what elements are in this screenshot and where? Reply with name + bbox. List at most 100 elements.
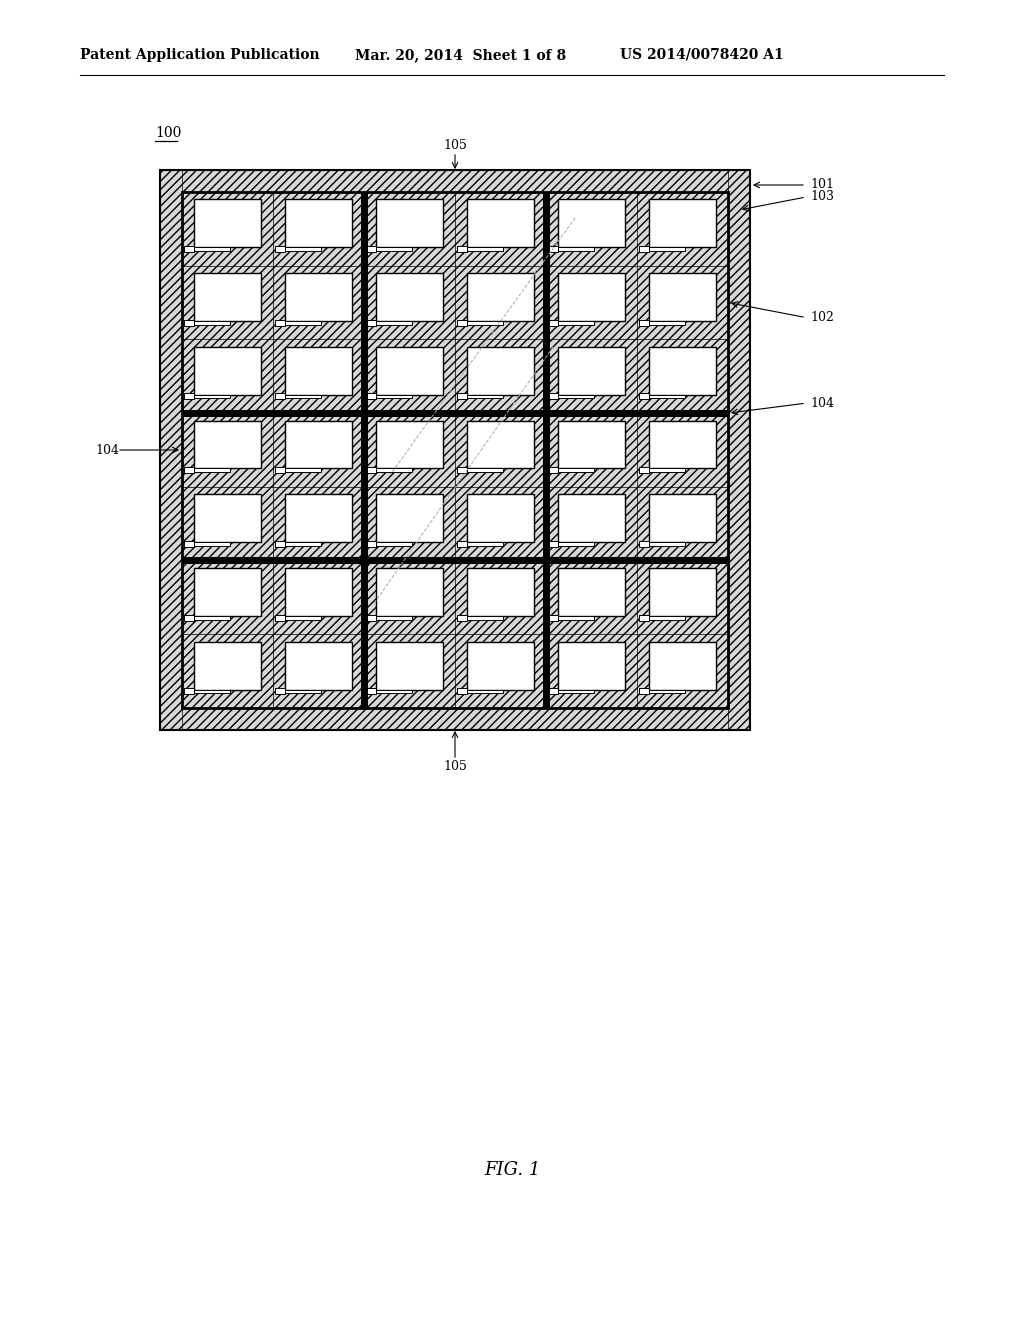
Bar bbox=[376, 616, 413, 619]
Bar bbox=[194, 689, 230, 693]
Bar bbox=[194, 494, 261, 543]
Bar bbox=[183, 541, 194, 546]
Bar bbox=[649, 689, 685, 693]
Bar bbox=[558, 469, 594, 473]
Bar bbox=[274, 246, 285, 252]
Bar bbox=[376, 247, 413, 251]
Bar bbox=[285, 273, 352, 321]
Bar bbox=[285, 568, 352, 616]
Bar bbox=[376, 469, 413, 473]
Bar bbox=[558, 642, 626, 689]
Bar bbox=[194, 347, 261, 395]
Bar bbox=[194, 616, 230, 619]
Bar bbox=[558, 321, 594, 325]
Bar bbox=[376, 321, 413, 325]
Text: 105: 105 bbox=[443, 760, 467, 774]
Bar bbox=[376, 421, 443, 469]
Bar bbox=[285, 347, 352, 395]
Bar bbox=[183, 319, 194, 326]
Bar bbox=[548, 467, 558, 473]
Bar bbox=[160, 708, 750, 730]
Bar bbox=[639, 319, 649, 326]
Bar bbox=[467, 395, 503, 399]
Bar bbox=[194, 395, 230, 399]
Bar bbox=[183, 688, 194, 694]
Bar bbox=[467, 421, 535, 469]
Bar bbox=[285, 616, 322, 619]
Bar bbox=[457, 246, 467, 252]
Bar bbox=[558, 543, 594, 545]
Bar bbox=[376, 568, 443, 616]
Bar bbox=[274, 467, 285, 473]
Bar bbox=[649, 199, 716, 247]
Bar bbox=[285, 543, 322, 545]
Bar bbox=[376, 494, 443, 543]
Bar bbox=[274, 688, 285, 694]
Bar bbox=[467, 642, 535, 689]
Bar bbox=[194, 199, 261, 247]
Bar bbox=[548, 541, 558, 546]
Text: 100: 100 bbox=[155, 125, 181, 140]
Bar bbox=[558, 421, 626, 469]
Bar bbox=[467, 347, 535, 395]
Bar bbox=[649, 395, 685, 399]
Bar bbox=[649, 642, 716, 689]
Bar bbox=[366, 246, 376, 252]
Bar bbox=[376, 273, 443, 321]
Bar bbox=[558, 568, 626, 616]
Bar bbox=[548, 393, 558, 400]
Bar bbox=[182, 409, 728, 417]
Bar bbox=[160, 170, 182, 730]
Bar bbox=[376, 347, 443, 395]
Bar bbox=[548, 319, 558, 326]
Bar bbox=[649, 616, 685, 619]
Bar bbox=[366, 467, 376, 473]
Bar bbox=[457, 615, 467, 620]
Bar bbox=[548, 615, 558, 620]
Bar bbox=[649, 273, 716, 321]
Bar bbox=[639, 467, 649, 473]
Bar bbox=[558, 347, 626, 395]
Bar bbox=[457, 467, 467, 473]
Bar bbox=[366, 319, 376, 326]
Bar bbox=[194, 421, 261, 469]
Bar bbox=[467, 469, 503, 473]
Bar bbox=[543, 191, 550, 708]
Bar bbox=[285, 642, 352, 689]
Bar bbox=[183, 246, 194, 252]
Bar bbox=[467, 321, 503, 325]
Bar bbox=[558, 689, 594, 693]
Bar bbox=[548, 688, 558, 694]
Bar bbox=[182, 191, 728, 708]
Bar bbox=[194, 247, 230, 251]
Bar bbox=[183, 393, 194, 400]
Text: Mar. 20, 2014  Sheet 1 of 8: Mar. 20, 2014 Sheet 1 of 8 bbox=[355, 48, 566, 62]
Text: FIG. 1: FIG. 1 bbox=[483, 1162, 541, 1179]
Bar bbox=[467, 568, 535, 616]
Bar bbox=[285, 247, 322, 251]
Bar bbox=[285, 494, 352, 543]
Bar bbox=[194, 321, 230, 325]
Bar bbox=[194, 568, 261, 616]
Bar bbox=[160, 170, 750, 191]
Bar bbox=[274, 319, 285, 326]
Bar bbox=[649, 421, 716, 469]
Text: 105: 105 bbox=[443, 139, 467, 152]
Bar bbox=[467, 616, 503, 619]
Text: 102: 102 bbox=[810, 312, 834, 325]
Bar bbox=[639, 688, 649, 694]
Bar bbox=[467, 273, 535, 321]
Bar bbox=[558, 616, 594, 619]
Bar bbox=[639, 393, 649, 400]
Bar bbox=[274, 615, 285, 620]
Bar bbox=[457, 319, 467, 326]
Bar bbox=[285, 395, 322, 399]
Bar bbox=[457, 393, 467, 400]
Bar bbox=[649, 568, 716, 616]
Bar bbox=[366, 615, 376, 620]
Bar bbox=[194, 273, 261, 321]
Bar bbox=[649, 469, 685, 473]
Bar bbox=[285, 321, 322, 325]
Bar bbox=[366, 393, 376, 400]
Bar bbox=[639, 615, 649, 620]
